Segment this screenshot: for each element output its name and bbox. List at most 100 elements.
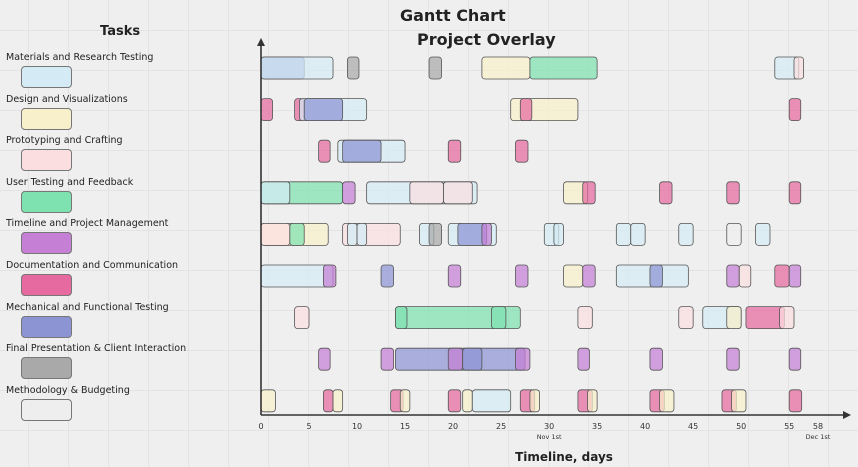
gantt-bar <box>587 389 598 413</box>
chart-title: Gantt Chart <box>400 6 506 25</box>
gantt-bar <box>447 347 464 371</box>
gantt-bar <box>515 264 529 288</box>
gantt-bar <box>726 181 740 205</box>
gantt-bar <box>323 264 337 288</box>
gantt-bar <box>755 222 771 246</box>
gantt-bar <box>318 139 331 163</box>
gantt-bar <box>260 264 334 288</box>
gantt-bar <box>318 347 331 371</box>
x-tick-label: 40 <box>640 422 650 431</box>
task-label: Materials and Research Testing <box>6 52 154 63</box>
x-tick-label: 5 <box>306 422 311 431</box>
task-color-swatch <box>21 398 72 421</box>
task-label: Prototyping and Crafting <box>6 135 123 147</box>
gantt-bar <box>409 181 444 205</box>
gantt-bar <box>630 222 646 246</box>
chart-subtitle: Project Overlay <box>417 30 556 49</box>
gantt-bar <box>615 222 632 246</box>
gantt-bar <box>380 347 394 371</box>
gantt-bar <box>659 181 673 205</box>
gantt-bar <box>347 222 358 246</box>
x-tick-label: 25 <box>496 422 506 431</box>
x-tick-label: 20 <box>448 422 458 431</box>
task-color-swatch <box>21 149 72 172</box>
task-label: Methodology & Budgeting <box>6 384 130 396</box>
gantt-bar <box>289 222 305 246</box>
task-label: Final Presentation & Client Interaction <box>6 343 187 355</box>
gantt-bar <box>788 98 802 121</box>
gantt-bar <box>577 306 593 330</box>
gantt-bar <box>649 264 663 288</box>
gantt-bar <box>428 222 442 246</box>
task-label: Documentation and Communication <box>6 260 179 271</box>
gantt-bar <box>659 389 675 413</box>
task-color-swatch <box>21 190 72 213</box>
gantt-bar <box>788 264 802 288</box>
task-color-swatch <box>21 357 72 380</box>
x-tick-label: 10 <box>352 422 362 431</box>
gantt-bar <box>649 347 663 371</box>
gantt-bar <box>471 389 512 413</box>
x-tick-label: 15 <box>400 422 410 431</box>
gantt-bar <box>793 56 804 80</box>
date-marker-label: Nov 1st <box>537 433 562 441</box>
gantt-bar <box>788 347 802 371</box>
gantt-bar <box>731 389 747 413</box>
gantt-bar <box>779 306 795 330</box>
gantt-bar <box>303 98 344 121</box>
x-tick-label: 45 <box>688 422 698 431</box>
task-color-swatch <box>21 66 72 88</box>
tasks-heading: Tasks <box>100 24 141 39</box>
gantt-bar <box>553 222 564 246</box>
x-axis-label: Timeline, days <box>515 450 613 464</box>
gantt-bar <box>260 389 276 413</box>
x-tick-label: 50 <box>736 422 746 431</box>
task-label: Mechanical and Functional Testing <box>6 301 169 313</box>
gantt-bar <box>519 98 533 121</box>
task-color-swatch <box>21 232 72 255</box>
gantt-bar <box>443 181 473 205</box>
gantt-bar <box>745 306 785 330</box>
gantt-bar <box>260 98 273 121</box>
task-label: Timeline and Project Management <box>6 218 169 230</box>
gantt-bar <box>678 306 694 330</box>
x-tick-label: 58 <box>813 422 823 431</box>
gantt-bar <box>380 264 394 288</box>
gantt-bar <box>260 181 291 205</box>
gantt-bar <box>678 222 694 246</box>
gantt-bar <box>462 347 483 371</box>
gantt-bar <box>738 264 752 288</box>
gantt-bar <box>462 389 473 413</box>
gantt-bar <box>260 222 291 246</box>
gantt-bar <box>529 56 598 80</box>
gantt-bar <box>356 222 368 246</box>
gantt-bar <box>447 139 462 163</box>
y-axis-arrow <box>257 38 265 46</box>
gantt-bar <box>447 389 462 413</box>
gantt-bar <box>563 264 584 288</box>
gantt-bar <box>529 389 540 413</box>
gantt-bar <box>323 389 334 413</box>
gantt-bar <box>342 139 382 163</box>
gantt-bar <box>788 181 802 205</box>
gantt-bar <box>491 306 507 330</box>
gantt-bar <box>342 181 356 205</box>
gantt-bar <box>399 389 411 413</box>
gantt-bar <box>428 56 442 80</box>
task-color-swatch <box>21 315 72 338</box>
x-axis-arrow <box>843 411 851 419</box>
task-color-swatch <box>21 274 72 296</box>
x-tick-label: 35 <box>592 422 602 431</box>
x-tick-label: 0 <box>258 422 263 431</box>
gantt-bar <box>515 347 531 371</box>
gantt-bar <box>726 347 740 371</box>
task-label: Design and Visualizations <box>6 93 128 105</box>
date-marker-label: Dec 1st <box>806 433 831 441</box>
gantt-bar <box>395 306 408 330</box>
gantt-bar <box>332 389 344 413</box>
gantt-bar <box>788 389 803 413</box>
gantt-bar <box>726 264 740 288</box>
gantt-bar <box>347 56 360 80</box>
x-tick-label: 55 <box>784 422 794 431</box>
